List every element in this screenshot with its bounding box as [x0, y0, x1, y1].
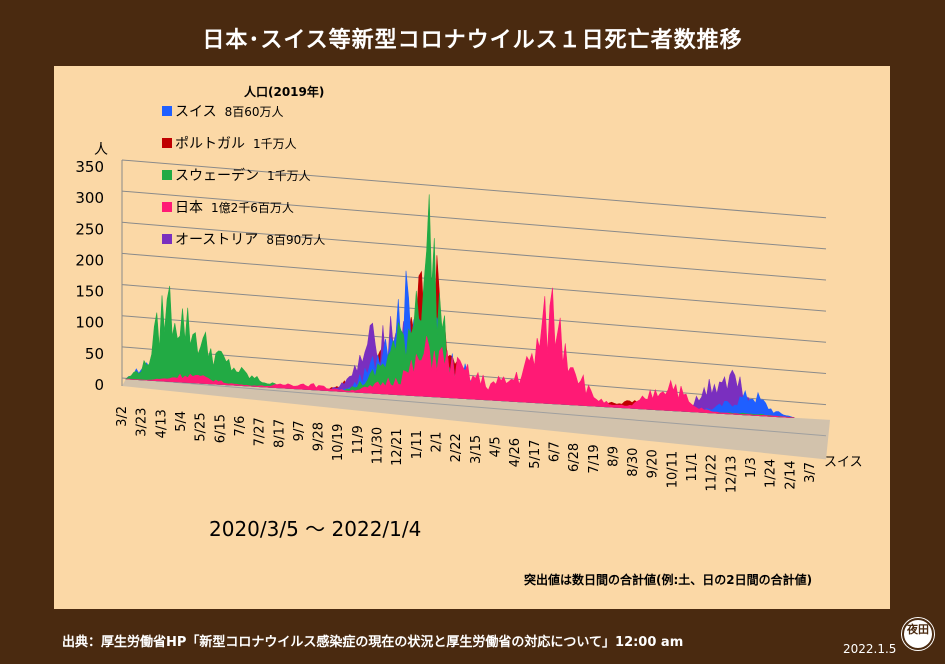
gridline [121, 159, 827, 219]
x-tick-label: 1/11 [410, 430, 425, 459]
gridline [121, 252, 827, 312]
gridline [121, 221, 827, 281]
x-tick-label: 3/7 [803, 462, 818, 483]
x-tick-label: 7/6 [233, 416, 248, 437]
x-tick-label: 11/9 [351, 425, 366, 454]
x-tick-label: 2/1 [430, 432, 445, 453]
x-tick-label: 8/17 [272, 419, 287, 448]
depth-axis-label: スイス [824, 455, 863, 470]
x-tick-label: 8/30 [626, 448, 641, 477]
chart-svg: 0 50 100 150 200 250 300 350 3/2 3/23 4/13 5/4 5/25… [75, 84, 863, 587]
author-seal: 夜田 [902, 618, 934, 650]
y-tick-label: 300 [75, 189, 104, 207]
x-tick-label: 1/3 [744, 457, 759, 478]
chart-grid [121, 159, 830, 460]
period-label: 2020/3/5 ～ 2022/1/4 [209, 517, 421, 541]
x-tick-label: 4/26 [508, 438, 523, 467]
y-tick-label: 200 [75, 251, 104, 269]
legend-swatch [162, 138, 172, 148]
legend-entry: ポルトガル 1千万人 [175, 136, 297, 152]
x-tick-label: 10/11 [665, 451, 680, 488]
x-tick-label: 7/27 [253, 417, 268, 446]
y-tick-labels: 0 50 100 150 200 250 300 350 [75, 158, 104, 394]
legend-swatch [162, 202, 172, 212]
legend-swatch [162, 106, 172, 116]
y-tick-label: 0 [94, 376, 104, 394]
legend-swatch [162, 234, 172, 244]
legend-header: 人口(2019年) [244, 84, 324, 99]
x-tick-label: 3/23 [135, 408, 150, 437]
x-tick-labels: 3/2 3/23 4/13 5/4 5/25 6/15 7/6 7/27 8/17 9/7 9/28… [115, 406, 818, 493]
x-tick-label: 10/19 [331, 424, 346, 461]
gridline [121, 284, 827, 343]
chart-series [125, 194, 795, 419]
x-tick-label: 6/28 [567, 443, 582, 472]
y-tick-label: 350 [75, 158, 104, 176]
x-tick-label: 8/9 [606, 446, 621, 467]
x-tick-label: 4/5 [488, 436, 503, 457]
x-tick-label: 6/15 [213, 414, 228, 443]
y-axis-label: 人 [94, 142, 108, 158]
x-tick-label: 6/7 [547, 441, 562, 462]
legend-entry: スイス 8百60万人 [175, 104, 284, 120]
x-tick-label: 5/17 [528, 440, 543, 469]
legend-entry: 日本 1億2千6百万人 [175, 200, 294, 216]
x-tick-label: 11/22 [705, 454, 720, 491]
x-tick-label: 2/22 [449, 433, 464, 462]
y-tick-label: 100 [75, 314, 104, 332]
x-tick-label: 3/15 [469, 435, 484, 464]
x-tick-label: 1/24 [764, 459, 779, 488]
legend-entry: スウェーデン 1千万人 [175, 167, 311, 184]
x-tick-label: 9/20 [646, 449, 661, 478]
x-tick-label: 3/2 [115, 406, 130, 427]
y-tick-label: 150 [75, 283, 104, 301]
x-tick-label: 12/13 [724, 456, 739, 493]
publish-date: 2022.1.5 [843, 642, 897, 656]
y-tick-label: 250 [75, 220, 104, 238]
source-citation: 出典：厚生労働省HP「新型コロナウイルス感染症の現在の状況と厚生労働省の対応につ… [62, 635, 684, 650]
x-tick-label: 5/4 [174, 411, 189, 432]
y-tick-label: 50 [85, 345, 104, 363]
gridline [121, 315, 827, 374]
x-tick-label: 9/28 [312, 422, 327, 451]
chart-floor [122, 379, 830, 460]
legend-entry: オーストリア 8百90万人 [175, 232, 325, 248]
page-title: 日本･スイス等新型コロナウイルス１日死亡者数推移 [202, 28, 743, 53]
x-tick-label: 12/21 [390, 428, 405, 465]
legend-swatch [162, 170, 172, 180]
x-tick-label: 4/13 [154, 409, 169, 438]
x-tick-label: 2/14 [783, 460, 798, 489]
x-tick-label: 9/7 [292, 420, 307, 441]
chart-note: 突出値は数日間の合計値(例:土、日の2日間の合計値) [524, 572, 812, 587]
x-tick-label: 11/30 [371, 427, 386, 464]
x-tick-label: 7/19 [587, 444, 602, 473]
chart-panel: 0 50 100 150 200 250 300 350 3/2 3/23 4/13 5/4 5/25… [54, 66, 890, 609]
series-area-4 [125, 287, 795, 419]
gridline [121, 190, 827, 250]
x-tick-label: 11/1 [685, 452, 700, 481]
x-tick-label: 5/25 [194, 412, 209, 441]
